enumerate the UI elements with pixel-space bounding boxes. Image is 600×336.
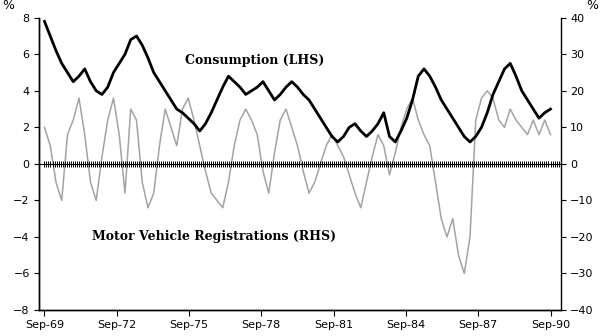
Text: Motor Vehicle Registrations (RHS): Motor Vehicle Registrations (RHS) (92, 230, 335, 243)
Y-axis label: %: % (586, 0, 598, 12)
Y-axis label: %: % (2, 0, 14, 12)
Text: Consumption (LHS): Consumption (LHS) (185, 54, 325, 68)
